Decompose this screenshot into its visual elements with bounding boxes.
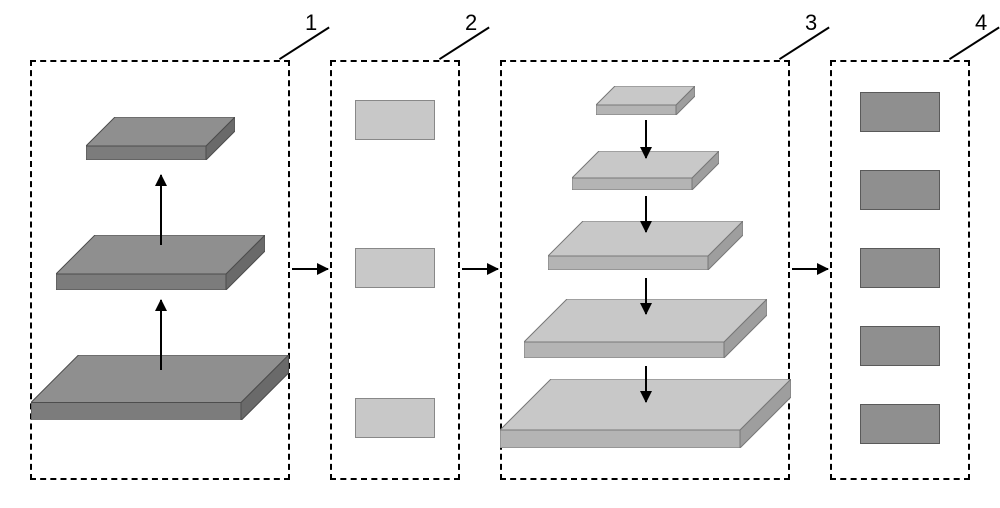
panel3-arrow-1 [645, 196, 647, 232]
panel4-rect-0 [860, 92, 940, 132]
diagram-canvas: 1 2 3 4 [0, 0, 1000, 508]
panel3-arrow-2 [645, 278, 647, 314]
panel4-rect-4 [860, 404, 940, 444]
panel2-rect-2 [355, 398, 435, 438]
label-1: 1 [305, 10, 317, 36]
arrow-between-1 [292, 268, 328, 270]
panel4-rect-2 [860, 248, 940, 288]
panel4-rect-1 [860, 170, 940, 210]
panel1-arrow-0 [160, 300, 162, 370]
arrow-between-3 [792, 268, 828, 270]
arrow-between-2 [462, 268, 498, 270]
panel1-arrow-1 [160, 175, 162, 245]
panel2-rect-0 [355, 100, 435, 140]
label-3: 3 [805, 10, 817, 36]
panel1-slab-2 [86, 117, 235, 160]
panel3-arrow-3 [645, 366, 647, 402]
label-2: 2 [465, 10, 477, 36]
label-4: 4 [975, 10, 987, 36]
panel3-slab-0 [596, 86, 695, 115]
panel2-rect-1 [355, 248, 435, 288]
panel4-rect-3 [860, 326, 940, 366]
panel3-arrow-0 [645, 120, 647, 158]
